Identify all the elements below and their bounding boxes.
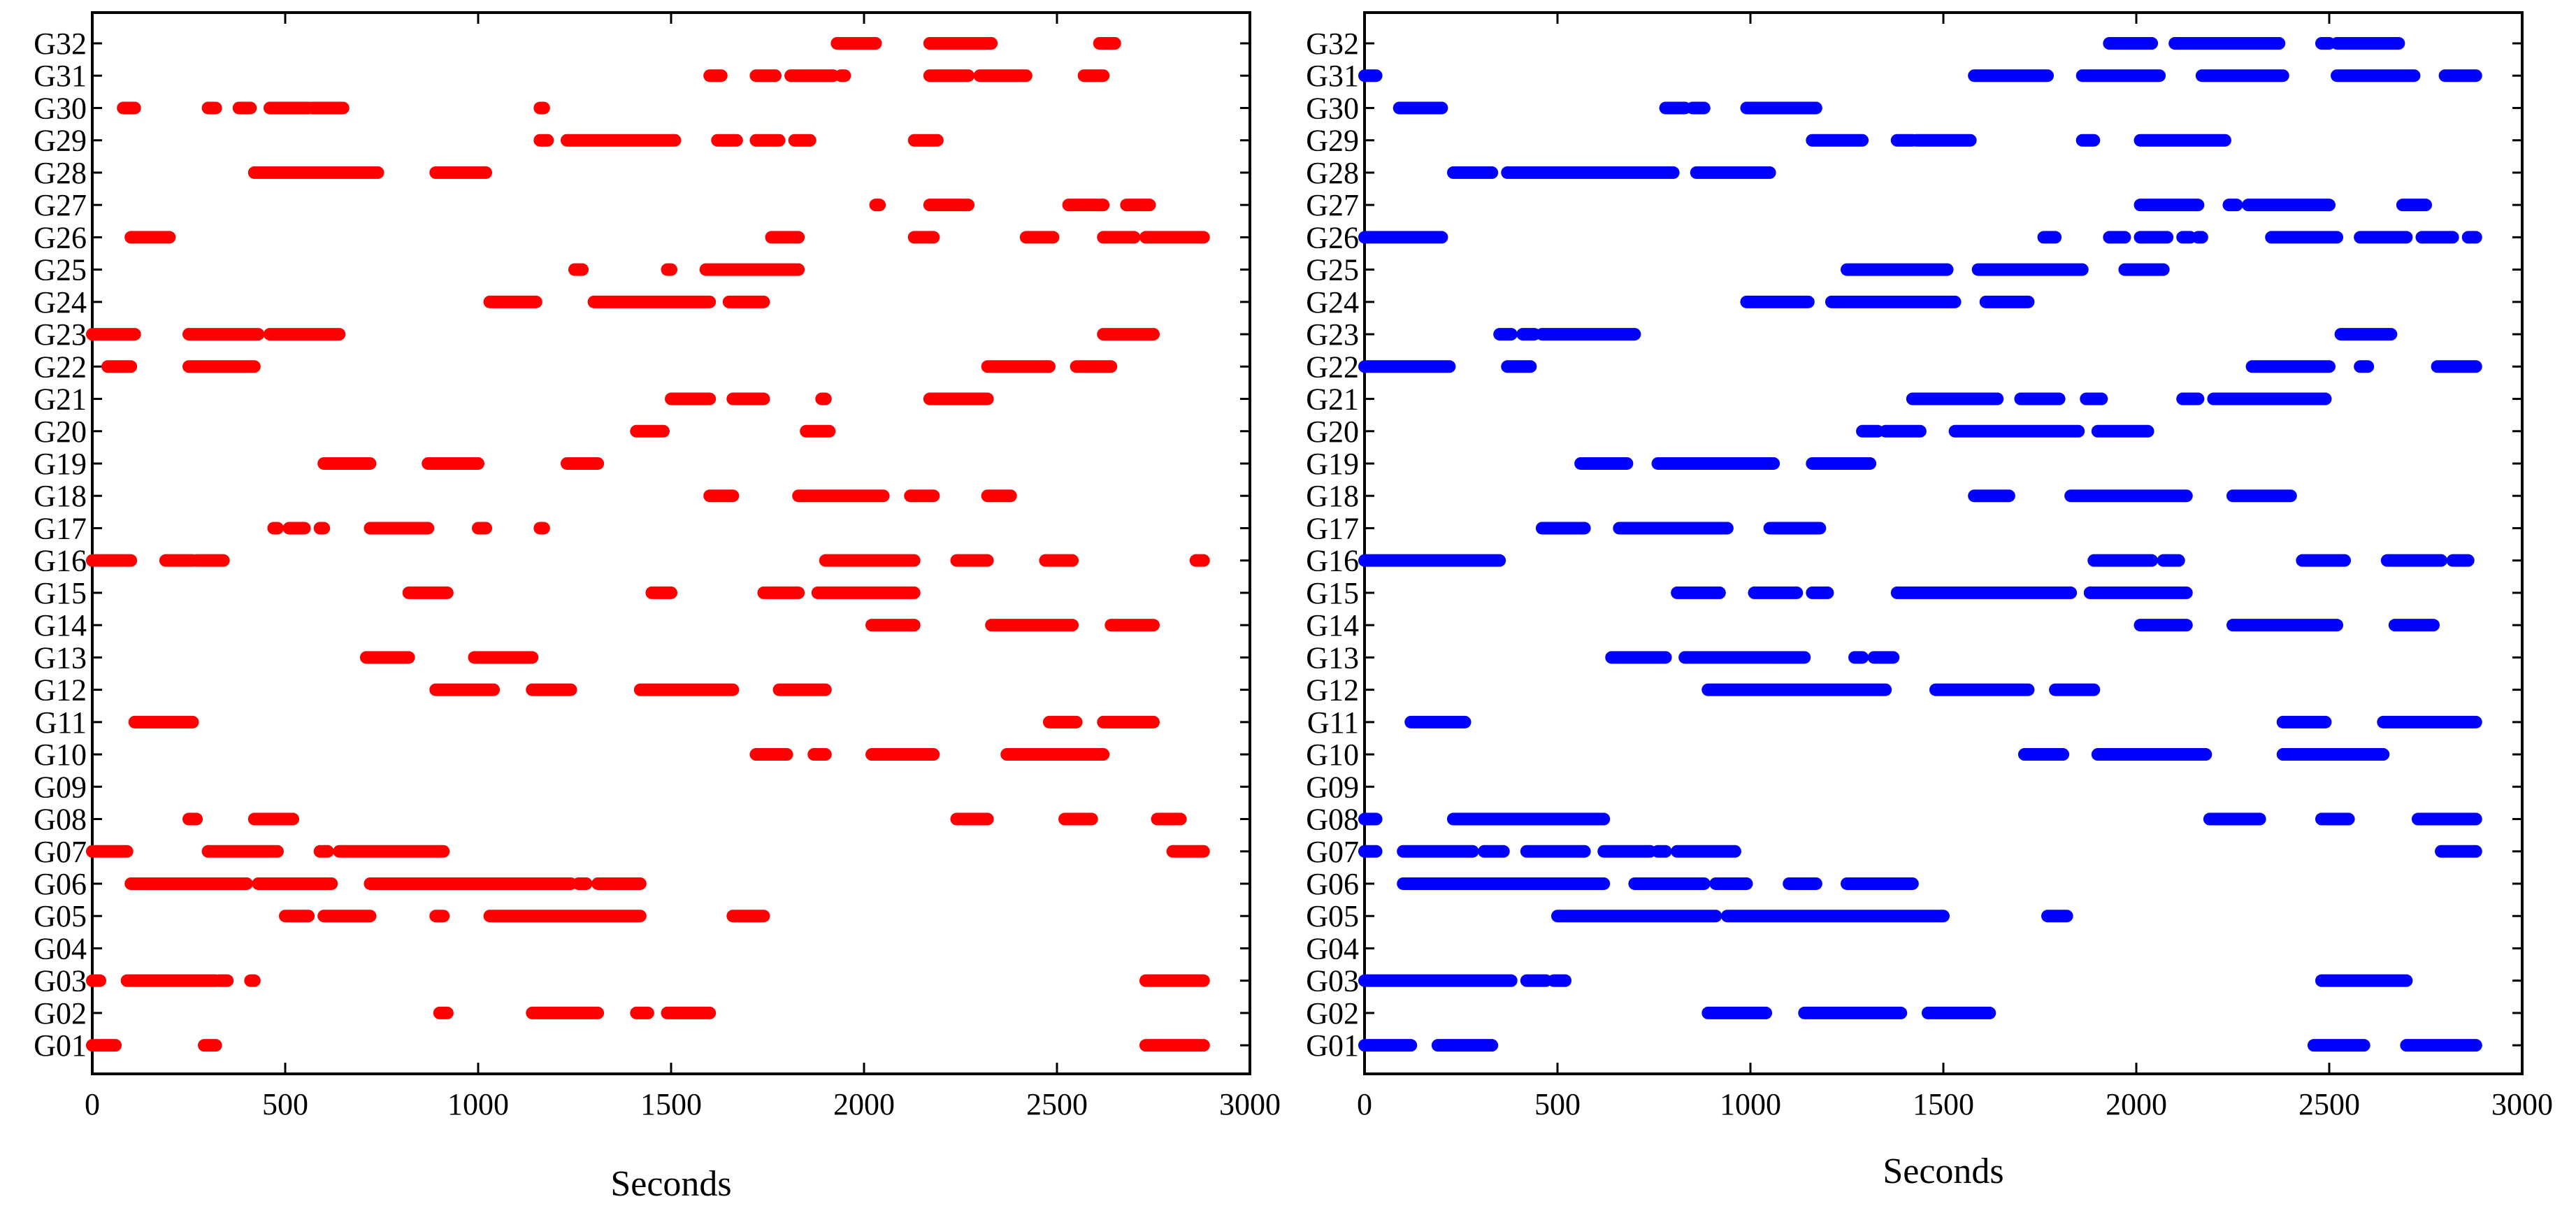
- left-xtick-label: 2500: [1026, 1087, 1088, 1121]
- left-ytick-label: G19: [34, 447, 87, 481]
- left-ytick-label: G24: [34, 285, 87, 320]
- left-ytick-label: G06: [34, 867, 87, 901]
- left-ytick-label: G31: [34, 59, 87, 93]
- right-ytick-label: G13: [1306, 640, 1359, 675]
- right-ytick-label: G02: [1306, 996, 1359, 1031]
- left-ytick-label: G22: [34, 350, 87, 384]
- left-xtick-label: 3000: [1219, 1087, 1281, 1121]
- right-xtick-label: 0: [1357, 1087, 1372, 1121]
- right-ytick-label: G10: [1306, 738, 1359, 772]
- right-ytick-label: G15: [1306, 576, 1359, 610]
- left-ytick-label: G03: [34, 964, 87, 998]
- right-ytick-label: G09: [1306, 770, 1359, 804]
- left-ytick-label: G15: [34, 576, 87, 610]
- right-ytick-label: G06: [1306, 867, 1359, 901]
- left-ytick-label: G08: [34, 803, 87, 837]
- left-xtick-label: 0: [85, 1087, 100, 1121]
- right-xtick-label: 1000: [1720, 1087, 1781, 1121]
- left-xtick-label: 2000: [833, 1087, 895, 1121]
- left-ytick-label: G27: [34, 188, 87, 222]
- left-ytick-label: G32: [34, 27, 87, 61]
- left-ytick-label: G16: [34, 544, 87, 578]
- right-ytick-label: G20: [1306, 415, 1359, 449]
- left-ytick-label: G21: [34, 382, 87, 417]
- left-ytick-label: G01: [34, 1028, 87, 1063]
- right-ytick-label: G01: [1306, 1028, 1359, 1063]
- right-ytick-label: G19: [1306, 447, 1359, 481]
- left-x-axis-label: Seconds: [610, 1164, 731, 1204]
- left-ytick-label: G20: [34, 415, 87, 449]
- right-ytick-label: G29: [1306, 124, 1359, 158]
- left-ytick-label: G05: [34, 899, 87, 933]
- right-xtick-label: 2000: [2106, 1087, 2167, 1121]
- right-ytick-label: G30: [1306, 91, 1359, 125]
- left-ytick-label: G12: [34, 673, 87, 708]
- left-ytick-label: G30: [34, 91, 87, 125]
- right-chart-panel: G01G02G03G04G05G06G07G08G09G10G11G12G13G…: [1306, 11, 2553, 1191]
- right-ytick-label: G28: [1306, 156, 1359, 190]
- right-ytick-label: G05: [1306, 899, 1359, 933]
- right-ytick-label: G23: [1306, 317, 1359, 352]
- left-xtick-label: 500: [262, 1087, 308, 1121]
- right-x-axis-label: Seconds: [1883, 1151, 2003, 1191]
- right-ytick-label: G08: [1306, 803, 1359, 837]
- right-ytick-label: G11: [1307, 705, 1359, 740]
- left-chart-panel: G01G02G03G04G05G06G07G08G09G10G11G12G13G…: [34, 11, 1281, 1204]
- right-ytick-label: G03: [1306, 964, 1359, 998]
- left-ytick-label: G04: [34, 931, 87, 966]
- right-ytick-label: G31: [1306, 59, 1359, 93]
- left-ytick-label: G07: [34, 835, 87, 869]
- right-ytick-label: G14: [1306, 608, 1359, 643]
- right-ytick-label: G26: [1306, 220, 1359, 254]
- left-ytick-label: G17: [34, 511, 87, 545]
- right-ytick-label: G24: [1306, 285, 1359, 320]
- right-ytick-label: G16: [1306, 544, 1359, 578]
- right-xtick-label: 3000: [2491, 1087, 2553, 1121]
- left-ytick-label: G28: [34, 156, 87, 190]
- left-ytick-label: G02: [34, 996, 87, 1031]
- right-ytick-label: G17: [1306, 511, 1359, 545]
- right-ytick-label: G12: [1306, 673, 1359, 708]
- right-xtick-label: 500: [1534, 1087, 1581, 1121]
- left-ytick-label: G23: [34, 317, 87, 352]
- left-ytick-label: G09: [34, 770, 87, 804]
- left-ytick-label: G26: [34, 220, 87, 254]
- left-ytick-label: G14: [34, 608, 87, 643]
- left-xtick-label: 1500: [640, 1087, 702, 1121]
- left-ytick-label: G18: [34, 479, 87, 513]
- right-xtick-label: 2500: [2298, 1087, 2360, 1121]
- right-ytick-label: G25: [1306, 253, 1359, 287]
- right-ytick-label: G22: [1306, 350, 1359, 384]
- right-ytick-label: G21: [1306, 382, 1359, 417]
- right-ytick-label: G04: [1306, 931, 1359, 966]
- left-ytick-label: G10: [34, 738, 87, 772]
- right-ytick-label: G27: [1306, 188, 1359, 222]
- left-ytick-label: G13: [34, 640, 87, 675]
- left-xtick-label: 1000: [447, 1087, 509, 1121]
- left-ytick-label: G25: [34, 253, 87, 287]
- right-ytick-label: G18: [1306, 479, 1359, 513]
- right-ytick-label: G32: [1306, 27, 1359, 61]
- right-xtick-label: 1500: [1913, 1087, 1974, 1121]
- left-ytick-label: G11: [35, 705, 87, 740]
- right-ytick-label: G07: [1306, 835, 1359, 869]
- left-ytick-label: G29: [34, 124, 87, 158]
